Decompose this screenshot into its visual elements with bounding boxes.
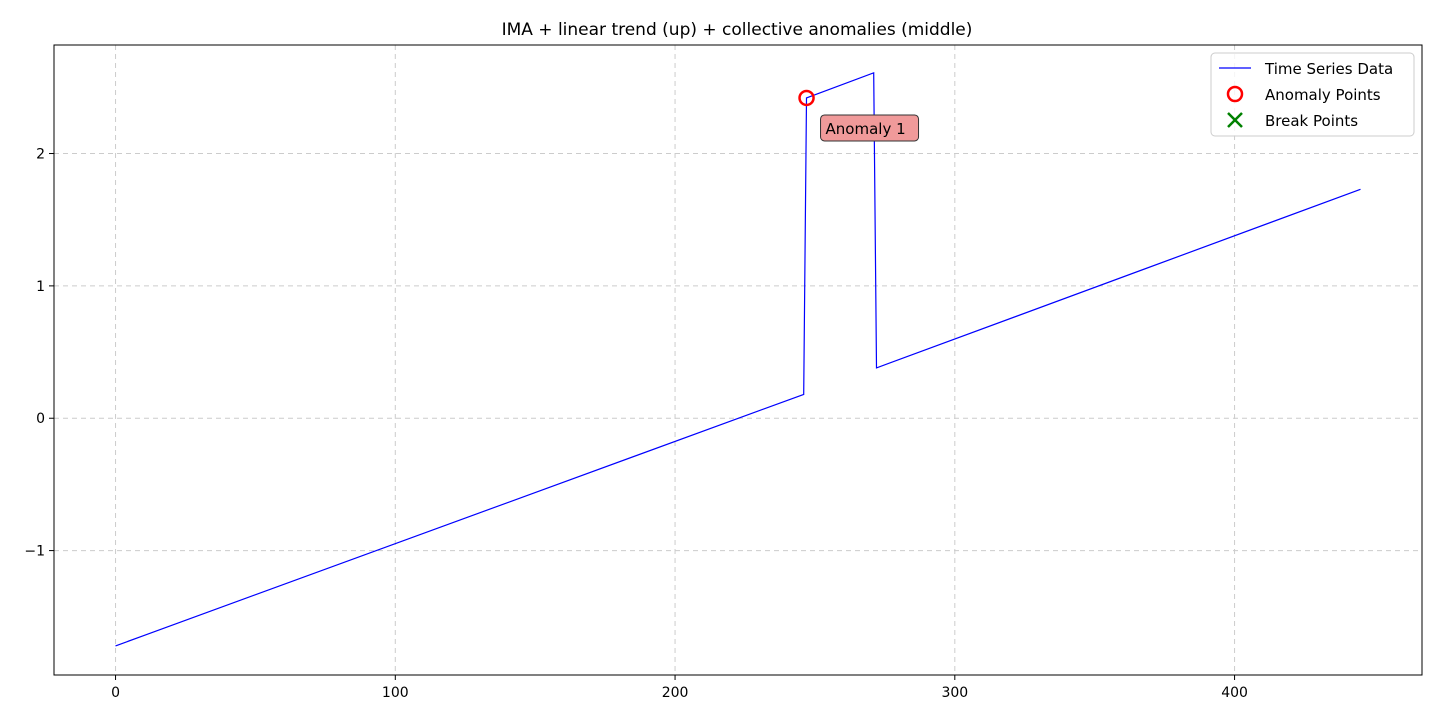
plot-area-frame	[53, 44, 1423, 676]
grid	[54, 45, 1422, 675]
y-tick-label: 2	[36, 147, 45, 163]
legend: Time Series Data Anomaly Points Break Poin…	[1210, 52, 1415, 137]
legend-label: Anomaly Points	[1265, 86, 1381, 104]
series-line	[115, 71, 1361, 647]
legend-label: Break Points	[1265, 112, 1358, 130]
x-tick-label: 400	[1221, 685, 1248, 701]
x-tick-label: 100	[382, 685, 409, 701]
chart-title: IMA + linear trend (up) + collective ano…	[502, 20, 973, 40]
legend-box	[1210, 52, 1415, 137]
annotation: Anomaly 1	[820, 114, 920, 142]
y-tick-label: −1	[24, 544, 45, 560]
legend-label: Time Series Data	[1264, 60, 1393, 78]
legend-swatch-circle	[1226, 85, 1244, 103]
annotation-box	[820, 114, 920, 142]
axis-ticks: 0 100 200 300 400 −1 0 1 2	[24, 147, 1248, 701]
annotation-label: Anomaly 1	[826, 120, 906, 138]
x-tick-label: 200	[662, 685, 689, 701]
y-tick-label: 0	[36, 411, 45, 427]
x-tick-label: 300	[941, 685, 968, 701]
anomaly-point	[798, 89, 815, 107]
x-tick-label: 0	[111, 685, 120, 701]
annotation-layer: Anomaly 1	[820, 114, 920, 142]
legend-swatch-x	[1227, 112, 1243, 128]
y-tick-label: 1	[36, 279, 45, 295]
series-layer	[115, 71, 1361, 647]
marker-layer	[798, 89, 815, 107]
